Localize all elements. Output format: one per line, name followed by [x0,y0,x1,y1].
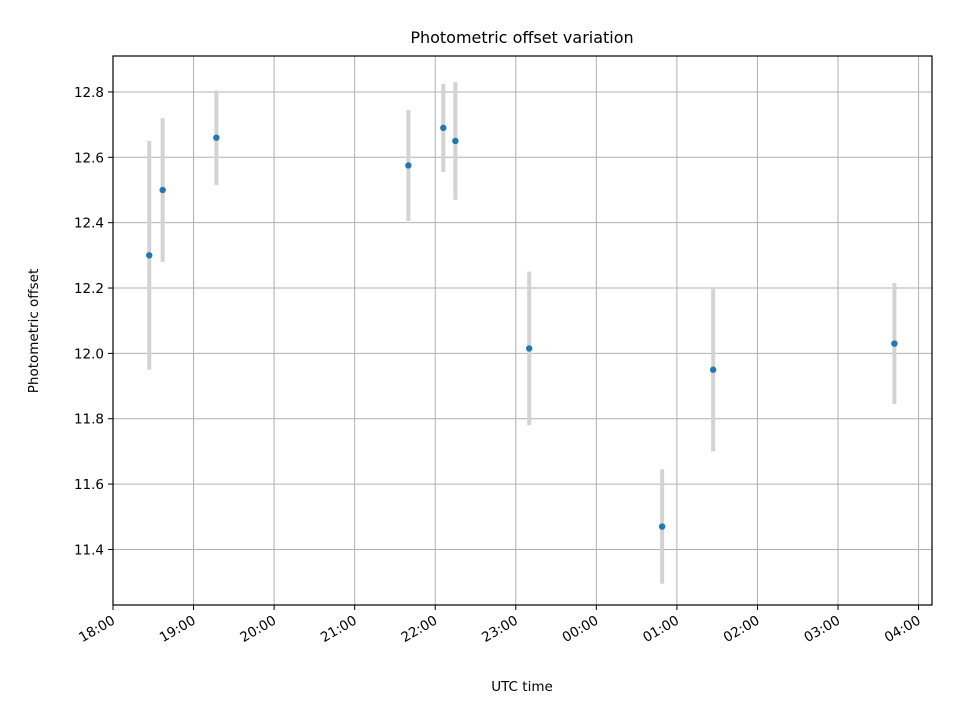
data-point [146,252,153,259]
data-point [440,124,447,132]
y-tick-label: 12.2 [74,281,104,297]
y-tick-label: 12.4 [74,216,104,232]
y-tick-label: 11.4 [74,542,104,558]
y-axis-label: Photometric offset [26,269,42,393]
data-point [159,186,166,194]
y-tick-label: 11.6 [74,477,104,493]
data-point [405,162,412,169]
y-axis-ticks: 11.4 11.6 11.8 12.0 12.2 12.4 12.6 12.8 [74,85,113,558]
plot-frame [112,55,933,606]
chart-title: Photometric offset variation [410,28,633,47]
data-point [213,134,220,141]
data-point [658,523,666,530]
grid-lines [112,56,932,605]
data-point [891,340,898,347]
y-tick-label: 12.8 [74,85,104,101]
data-point [709,366,717,373]
data-points [146,124,898,530]
data-point [452,137,459,145]
y-tick-label: 12.6 [74,150,104,166]
y-tick-label: 12.0 [74,346,104,362]
x-axis-label: UTC time [491,679,553,695]
data-point [526,345,533,352]
y-tick-label: 11.8 [74,412,104,428]
